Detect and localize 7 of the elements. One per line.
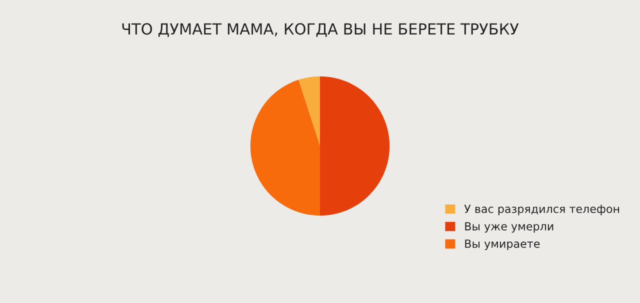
pie-slice	[250, 80, 320, 216]
chart-title: ЧТО ДУМАЕТ МАМА, КОГДА ВЫ НЕ БЕРЕТЕ ТРУБКУ	[122, 23, 519, 37]
legend-label: Вы уже умерли	[465, 222, 554, 233]
pie-slice	[298, 76, 320, 146]
legend-label: Вы умираете	[465, 240, 540, 250]
legend-label: У вас разрядился телефон	[464, 204, 620, 216]
pie-slice	[320, 76, 390, 216]
